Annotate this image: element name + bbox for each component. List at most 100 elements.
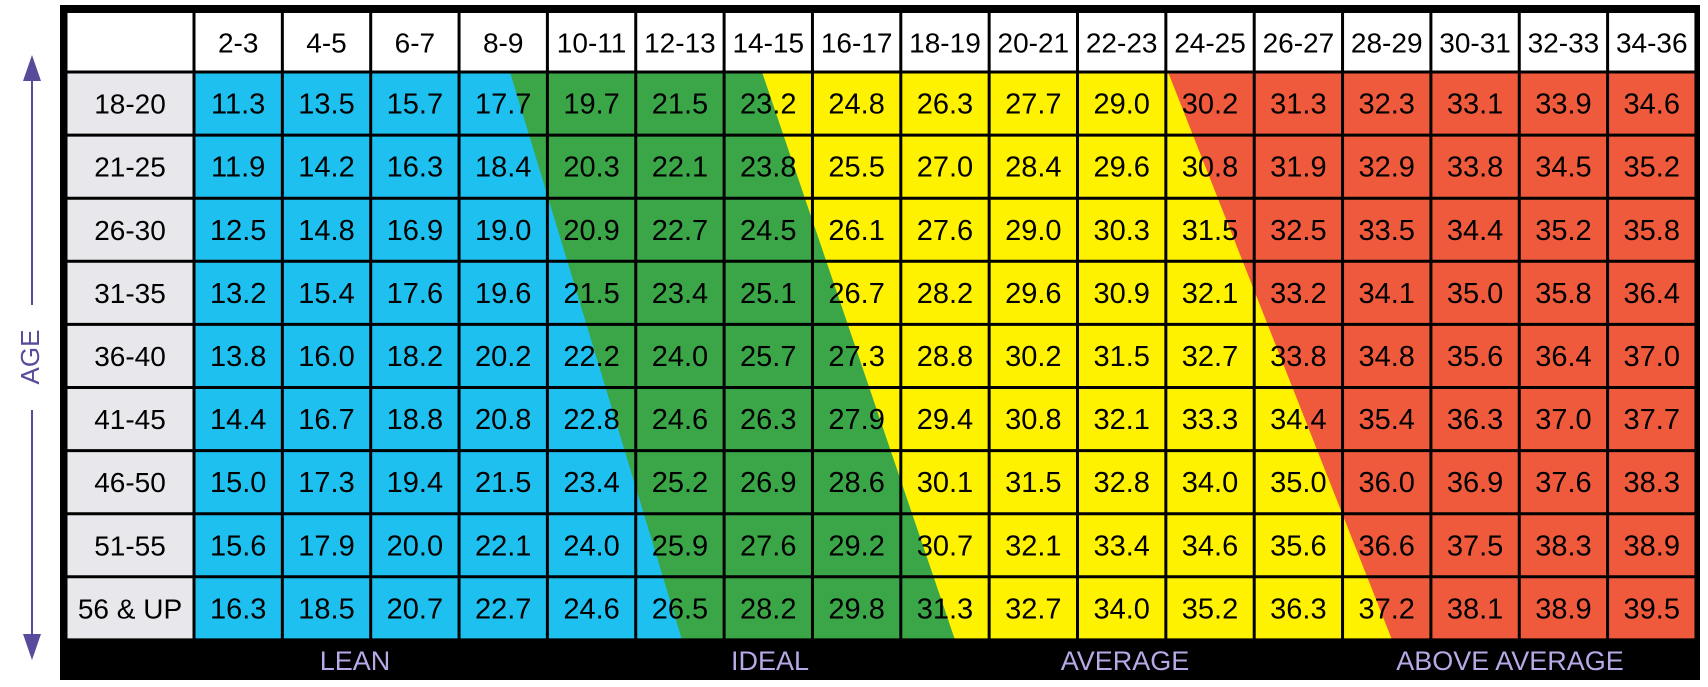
data-cell: 27.7 [1005,89,1061,121]
data-cell: 17.3 [298,467,354,499]
column-header: 20-21 [998,28,1070,59]
header-row-bg [66,13,1696,72]
data-cell: 12.5 [210,215,266,247]
data-cell: 25.2 [652,467,708,499]
data-cell: 16.3 [210,593,266,625]
data-cell: 35.6 [1447,341,1503,373]
data-cell: 31.3 [1270,89,1326,121]
data-cell: 17.6 [387,278,443,310]
data-cell: 21.5 [475,467,531,499]
data-cell: 34.1 [1358,278,1414,310]
data-cell: 13.5 [298,89,354,121]
data-cell: 34.6 [1624,89,1680,121]
data-cell: 26.1 [828,215,884,247]
category-label: LEAN [320,646,391,676]
data-cell: 35.0 [1447,278,1503,310]
data-cell: 17.9 [298,530,354,562]
data-cell: 30.7 [917,530,973,562]
data-cell: 16.9 [387,215,443,247]
data-cell: 25.5 [828,152,884,184]
data-cell: 35.8 [1535,278,1591,310]
data-cell: 33.8 [1447,152,1503,184]
data-cell: 29.6 [1093,152,1149,184]
data-cell: 25.7 [740,341,796,373]
column-header: 18-19 [909,28,981,59]
data-cell: 38.3 [1624,467,1680,499]
data-cell: 16.0 [298,341,354,373]
age-axis-label: AGE [15,330,45,385]
data-cell: 32.1 [1182,278,1238,310]
data-cell: 20.0 [387,530,443,562]
data-cell: 28.8 [917,341,973,373]
data-cell: 22.8 [563,404,619,436]
data-cell: 18.5 [298,593,354,625]
data-cell: 33.3 [1182,404,1238,436]
data-cell: 17.7 [475,89,531,121]
category-label: IDEAL [731,646,809,676]
data-cell: 30.9 [1093,278,1149,310]
data-cell: 29.0 [1093,89,1149,121]
data-cell: 22.1 [475,530,531,562]
data-cell: 34.4 [1270,404,1326,436]
data-cell: 18.4 [475,152,531,184]
arrow-down-icon [23,634,41,660]
data-cell: 24.5 [740,215,796,247]
data-cell: 23.4 [563,467,619,499]
data-cell: 30.8 [1182,152,1238,184]
age-label: 41-45 [94,404,166,435]
data-cell: 34.0 [1182,467,1238,499]
data-cell: 38.9 [1535,593,1591,625]
data-cell: 26.9 [740,467,796,499]
data-cell: 26.5 [652,593,708,625]
data-cell: 33.2 [1270,278,1326,310]
data-cell: 37.0 [1624,341,1680,373]
column-header: 16-17 [821,28,893,59]
data-cell: 36.4 [1535,341,1591,373]
data-cell: 35.2 [1182,593,1238,625]
data-cell: 29.0 [1005,215,1061,247]
data-cell: 31.5 [1005,467,1061,499]
data-cell: 22.7 [475,593,531,625]
data-cell: 26.3 [917,89,973,121]
data-cell: 14.4 [210,404,266,436]
data-cell: 15.4 [298,278,354,310]
data-cell: 30.2 [1182,89,1238,121]
data-cell: 32.7 [1182,341,1238,373]
data-cell: 13.8 [210,341,266,373]
data-cell: 16.3 [387,152,443,184]
data-cell: 34.8 [1358,341,1414,373]
data-cell: 27.6 [740,530,796,562]
data-cell: 22.7 [652,215,708,247]
data-cell: 25.9 [652,530,708,562]
data-cell: 20.8 [475,404,531,436]
column-header: 32-33 [1528,28,1600,59]
data-cell: 34.6 [1182,530,1238,562]
data-cell: 24.6 [652,404,708,436]
data-cell: 38.3 [1535,530,1591,562]
data-cell: 27.9 [828,404,884,436]
data-cell: 18.8 [387,404,443,436]
data-cell: 13.2 [210,278,266,310]
data-cell: 32.8 [1093,467,1149,499]
data-cell: 37.0 [1535,404,1591,436]
age-label: 56 & UP [78,593,182,624]
age-label: 51-55 [94,530,166,561]
data-cell: 19.4 [387,467,443,499]
grid-lines [64,13,1698,642]
data-cell: 16.7 [298,404,354,436]
data-cell: 24.6 [563,593,619,625]
data-cell: 22.1 [652,152,708,184]
data-cell: 29.2 [828,530,884,562]
data-cell: 33.1 [1447,89,1503,121]
age-label: 18-20 [94,89,166,120]
column-header: 6-7 [395,28,435,59]
data-cell: 37.6 [1535,467,1591,499]
data-cell: 19.7 [563,89,619,121]
data-cell: 14.2 [298,152,354,184]
data-cell: 23.4 [652,278,708,310]
column-header: 10-11 [557,28,627,59]
data-cell: 24.0 [563,530,619,562]
column-header: 34-36 [1616,28,1688,59]
data-cell: 32.9 [1358,152,1414,184]
